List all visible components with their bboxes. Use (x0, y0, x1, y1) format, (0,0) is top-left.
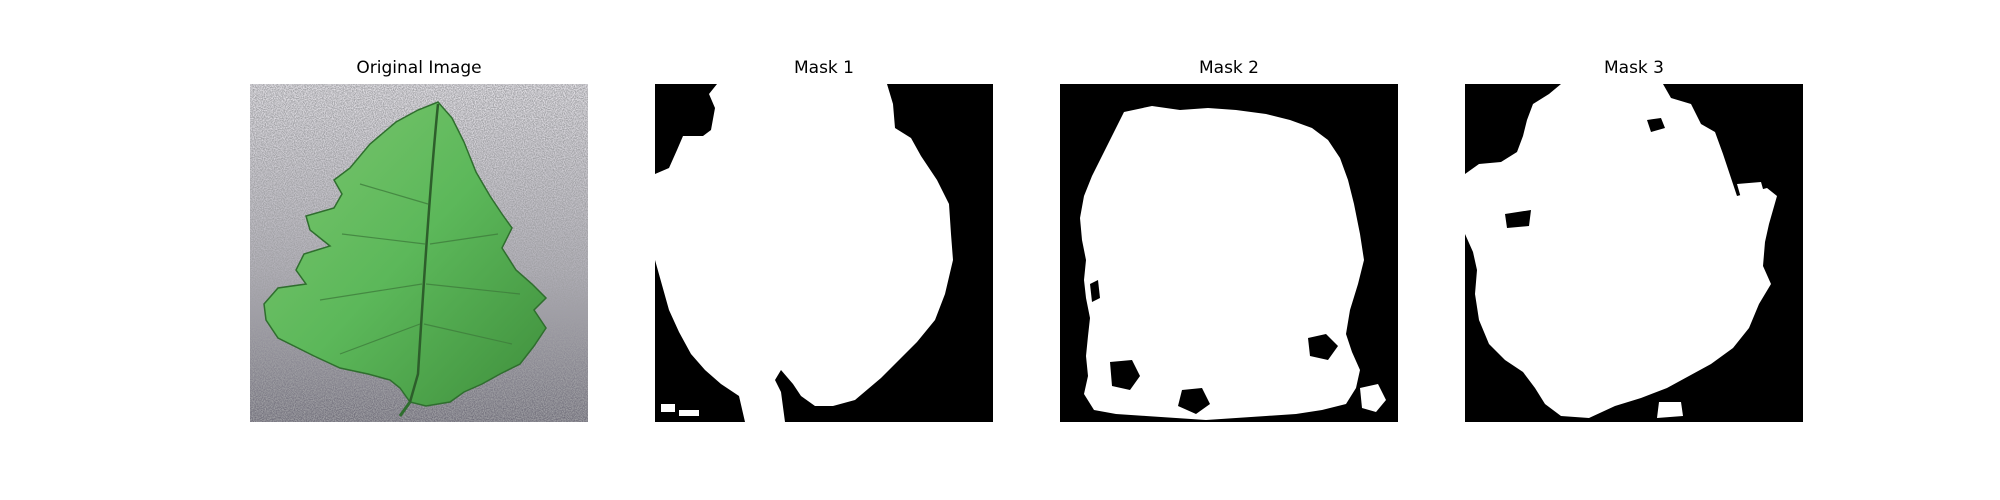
panel-mask-2: Mask 2 (1060, 58, 1398, 426)
mask-1-image (655, 84, 993, 422)
mask-1-region (655, 84, 953, 422)
panel-title: Original Image (356, 58, 482, 78)
panel-mask-3: Mask 3 (1465, 58, 1803, 426)
mask-2-image (1060, 84, 1398, 422)
original-leaf-image (250, 84, 588, 422)
mask-3-region (1465, 84, 1777, 418)
panel-mask-1: Mask 1 (655, 58, 993, 426)
panel-title: Mask 2 (1198, 58, 1259, 78)
panel-title: Mask 3 (1603, 58, 1664, 78)
mask-2-region (1080, 106, 1364, 420)
panel-title: Mask 1 (793, 58, 854, 78)
mask-3-image (1465, 84, 1803, 422)
leaf-shape (263, 101, 548, 407)
panel-original-image: Original Image (250, 58, 588, 426)
